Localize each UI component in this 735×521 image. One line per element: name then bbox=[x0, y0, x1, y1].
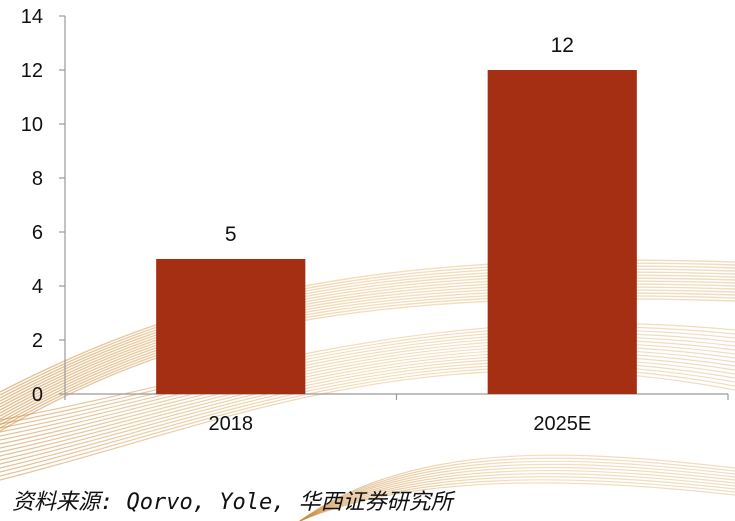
silk-line bbox=[299, 466, 735, 521]
y-ticks: 0 2 4 6 8 10 12 14 bbox=[21, 6, 65, 406]
silk-line bbox=[299, 479, 735, 521]
bar-2025E bbox=[487, 70, 637, 394]
silk-line bbox=[299, 460, 735, 521]
data-label: 5 bbox=[225, 223, 237, 246]
y-tick-label: 8 bbox=[32, 168, 43, 190]
y-tick-label: 12 bbox=[21, 60, 43, 82]
silk-line bbox=[299, 469, 735, 521]
y-tick-label: 0 bbox=[32, 384, 43, 406]
silk-line bbox=[299, 473, 735, 521]
labels: 5 2018 12 2025E bbox=[209, 34, 592, 435]
y-tick-label: 14 bbox=[21, 6, 43, 28]
silk-line bbox=[299, 476, 735, 521]
x-tick-label: 2018 bbox=[209, 413, 254, 435]
bars bbox=[156, 70, 637, 394]
source-note: 资料来源: Qorvo, Yole, 华西证券研究所 bbox=[12, 490, 453, 515]
y-tick-label: 2 bbox=[32, 330, 43, 352]
x-tick-label: 2025E bbox=[533, 413, 591, 435]
silk-line bbox=[299, 454, 735, 521]
y-tick-label: 6 bbox=[32, 222, 43, 244]
y-tick-label: 10 bbox=[21, 114, 43, 136]
silk-line bbox=[299, 457, 735, 521]
bar-2018 bbox=[156, 259, 306, 394]
silk-line bbox=[299, 463, 735, 521]
y-tick-label: 4 bbox=[32, 276, 43, 298]
silk-line bbox=[299, 482, 735, 521]
data-label: 12 bbox=[551, 34, 574, 57]
